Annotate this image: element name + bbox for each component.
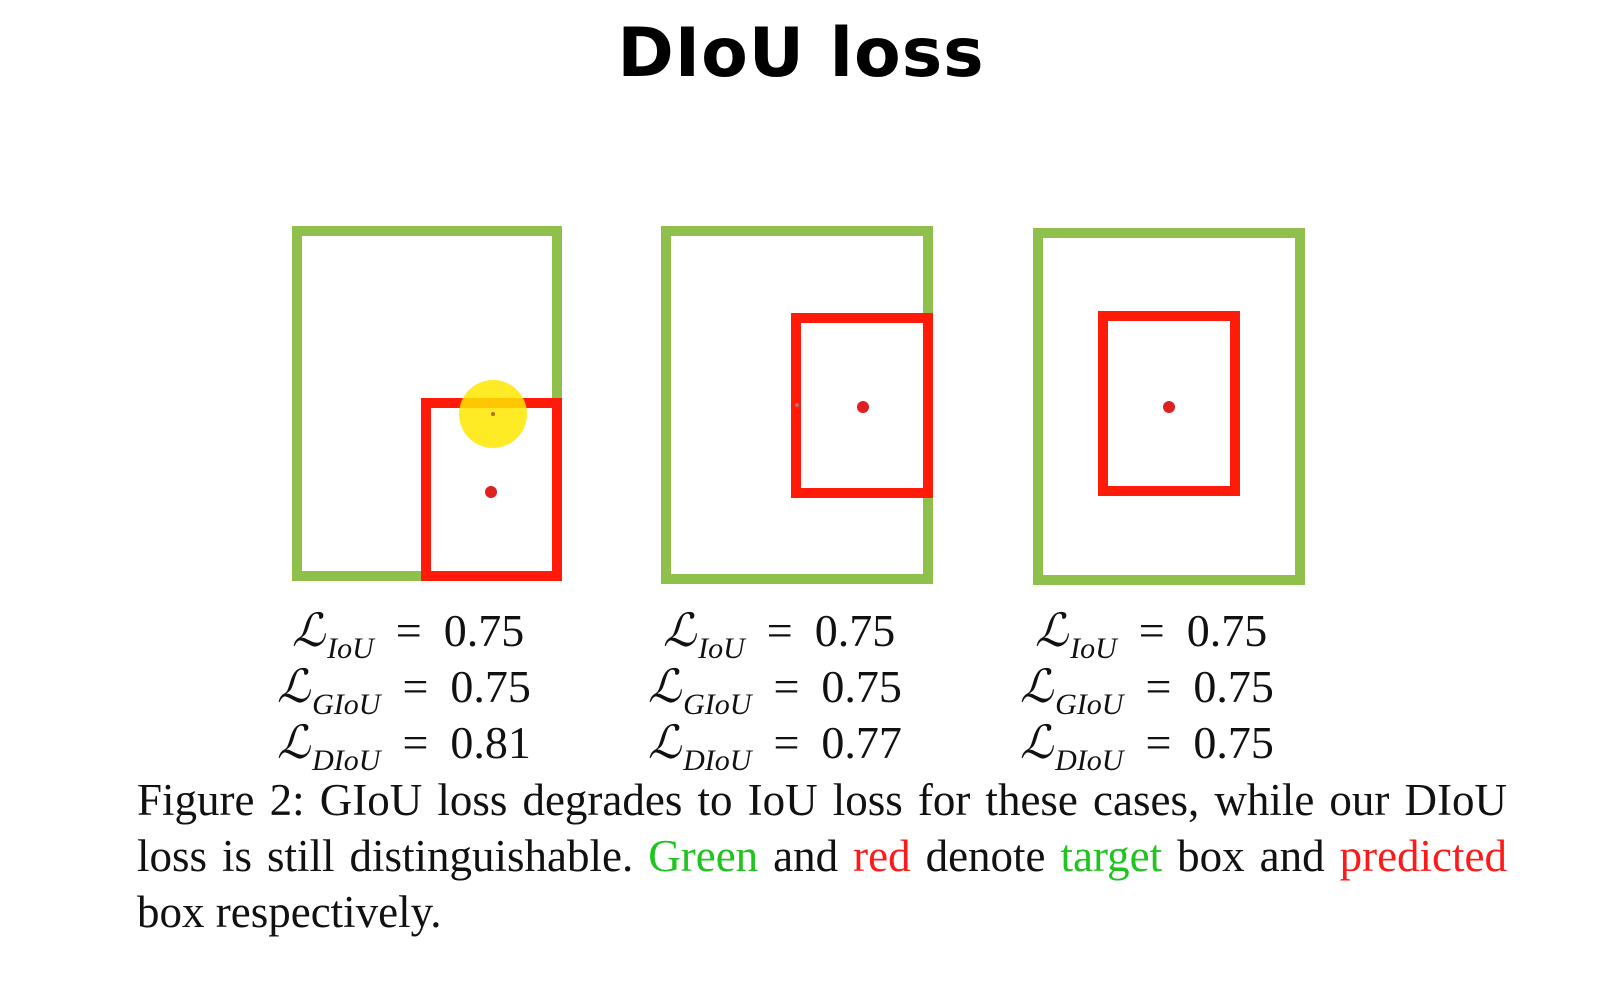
panel-1-loss-diou: ℒDIoU = 0.81	[277, 714, 531, 777]
loss-subscript: IoU	[1070, 632, 1117, 665]
panel-3-predicted-center	[1163, 401, 1175, 413]
panel-2-diagram	[661, 226, 933, 584]
loss-symbol: ℒ	[648, 715, 682, 769]
panel-3-loss-diou: ℒDIoU = 0.75	[1020, 714, 1274, 777]
panel-1-loss-iou: ℒIoU = 0.75	[292, 602, 525, 665]
equals-sign: =	[766, 605, 793, 656]
panel-1-target-center	[491, 412, 495, 416]
panel-3-loss-giou: ℒGIoU = 0.75	[1020, 658, 1274, 721]
caption-text: and	[773, 831, 839, 881]
loss-value: 0.81	[450, 717, 531, 768]
panel-1-loss-giou: ℒGIoU = 0.75	[277, 658, 531, 721]
loss-subscript: GIoU	[312, 688, 381, 721]
equals-sign: =	[402, 717, 429, 768]
panel-2-predicted-center	[857, 401, 869, 413]
loss-value: 0.75	[1193, 661, 1274, 712]
equals-sign: =	[1145, 661, 1172, 712]
loss-subscript: GIoU	[1055, 688, 1124, 721]
loss-symbol: ℒ	[1020, 659, 1054, 713]
equals-sign: =	[402, 661, 429, 712]
equals-sign: =	[1138, 605, 1165, 656]
panel-2-target-center	[795, 403, 799, 407]
loss-symbol: ℒ	[663, 603, 697, 657]
panel-3-predicted-box	[1098, 311, 1240, 496]
loss-value: 0.75	[443, 605, 525, 656]
slide-title: DIoU loss	[617, 14, 985, 93]
panel-2-loss-diou: ℒDIoU = 0.77	[648, 714, 902, 777]
loss-value: 0.75	[1186, 605, 1268, 656]
loss-value: 0.75	[814, 605, 896, 656]
loss-symbol: ℒ	[277, 715, 311, 769]
loss-value: 0.75	[1193, 717, 1274, 768]
panel-1-diagram	[292, 226, 562, 581]
caption-target-word: target	[1060, 831, 1163, 881]
panel-3-target-box	[1033, 228, 1305, 585]
loss-subscript: DIoU	[683, 744, 752, 777]
caption-red-word: red	[853, 831, 911, 881]
loss-value: 0.75	[450, 661, 531, 712]
panel-1-predicted-center	[485, 486, 497, 498]
caption-text: box respectively.	[137, 887, 442, 937]
loss-symbol: ℒ	[1035, 603, 1069, 657]
equals-sign: =	[773, 717, 800, 768]
loss-value: 0.77	[821, 717, 902, 768]
equals-sign: =	[1145, 717, 1172, 768]
equals-sign: =	[395, 605, 422, 656]
loss-subscript: GIoU	[683, 688, 752, 721]
figure-caption: Figure 2: GIoU loss degrades to IoU loss…	[137, 772, 1507, 940]
caption-text: denote	[925, 831, 1046, 881]
loss-symbol: ℒ	[648, 659, 682, 713]
equals-sign: =	[773, 661, 800, 712]
panel-2-loss-giou: ℒGIoU = 0.75	[648, 658, 902, 721]
loss-subscript: IoU	[698, 632, 745, 665]
loss-subscript: DIoU	[1055, 744, 1124, 777]
loss-value: 0.75	[821, 661, 902, 712]
panel-3-loss-iou: ℒIoU = 0.75	[1035, 602, 1268, 665]
loss-subscript: IoU	[327, 632, 374, 665]
loss-subscript: DIoU	[312, 744, 381, 777]
loss-symbol: ℒ	[277, 659, 311, 713]
loss-symbol: ℒ	[292, 603, 326, 657]
caption-green-word: Green	[648, 831, 759, 881]
caption-predicted-word: predicted	[1339, 831, 1507, 881]
panel-2-loss-iou: ℒIoU = 0.75	[663, 602, 896, 665]
panel-3-diagram	[1033, 228, 1305, 585]
caption-text: Figure 2: GIoU loss degrades to IoU loss…	[137, 775, 1507, 881]
loss-symbol: ℒ	[1020, 715, 1054, 769]
caption-text: box and	[1177, 831, 1325, 881]
